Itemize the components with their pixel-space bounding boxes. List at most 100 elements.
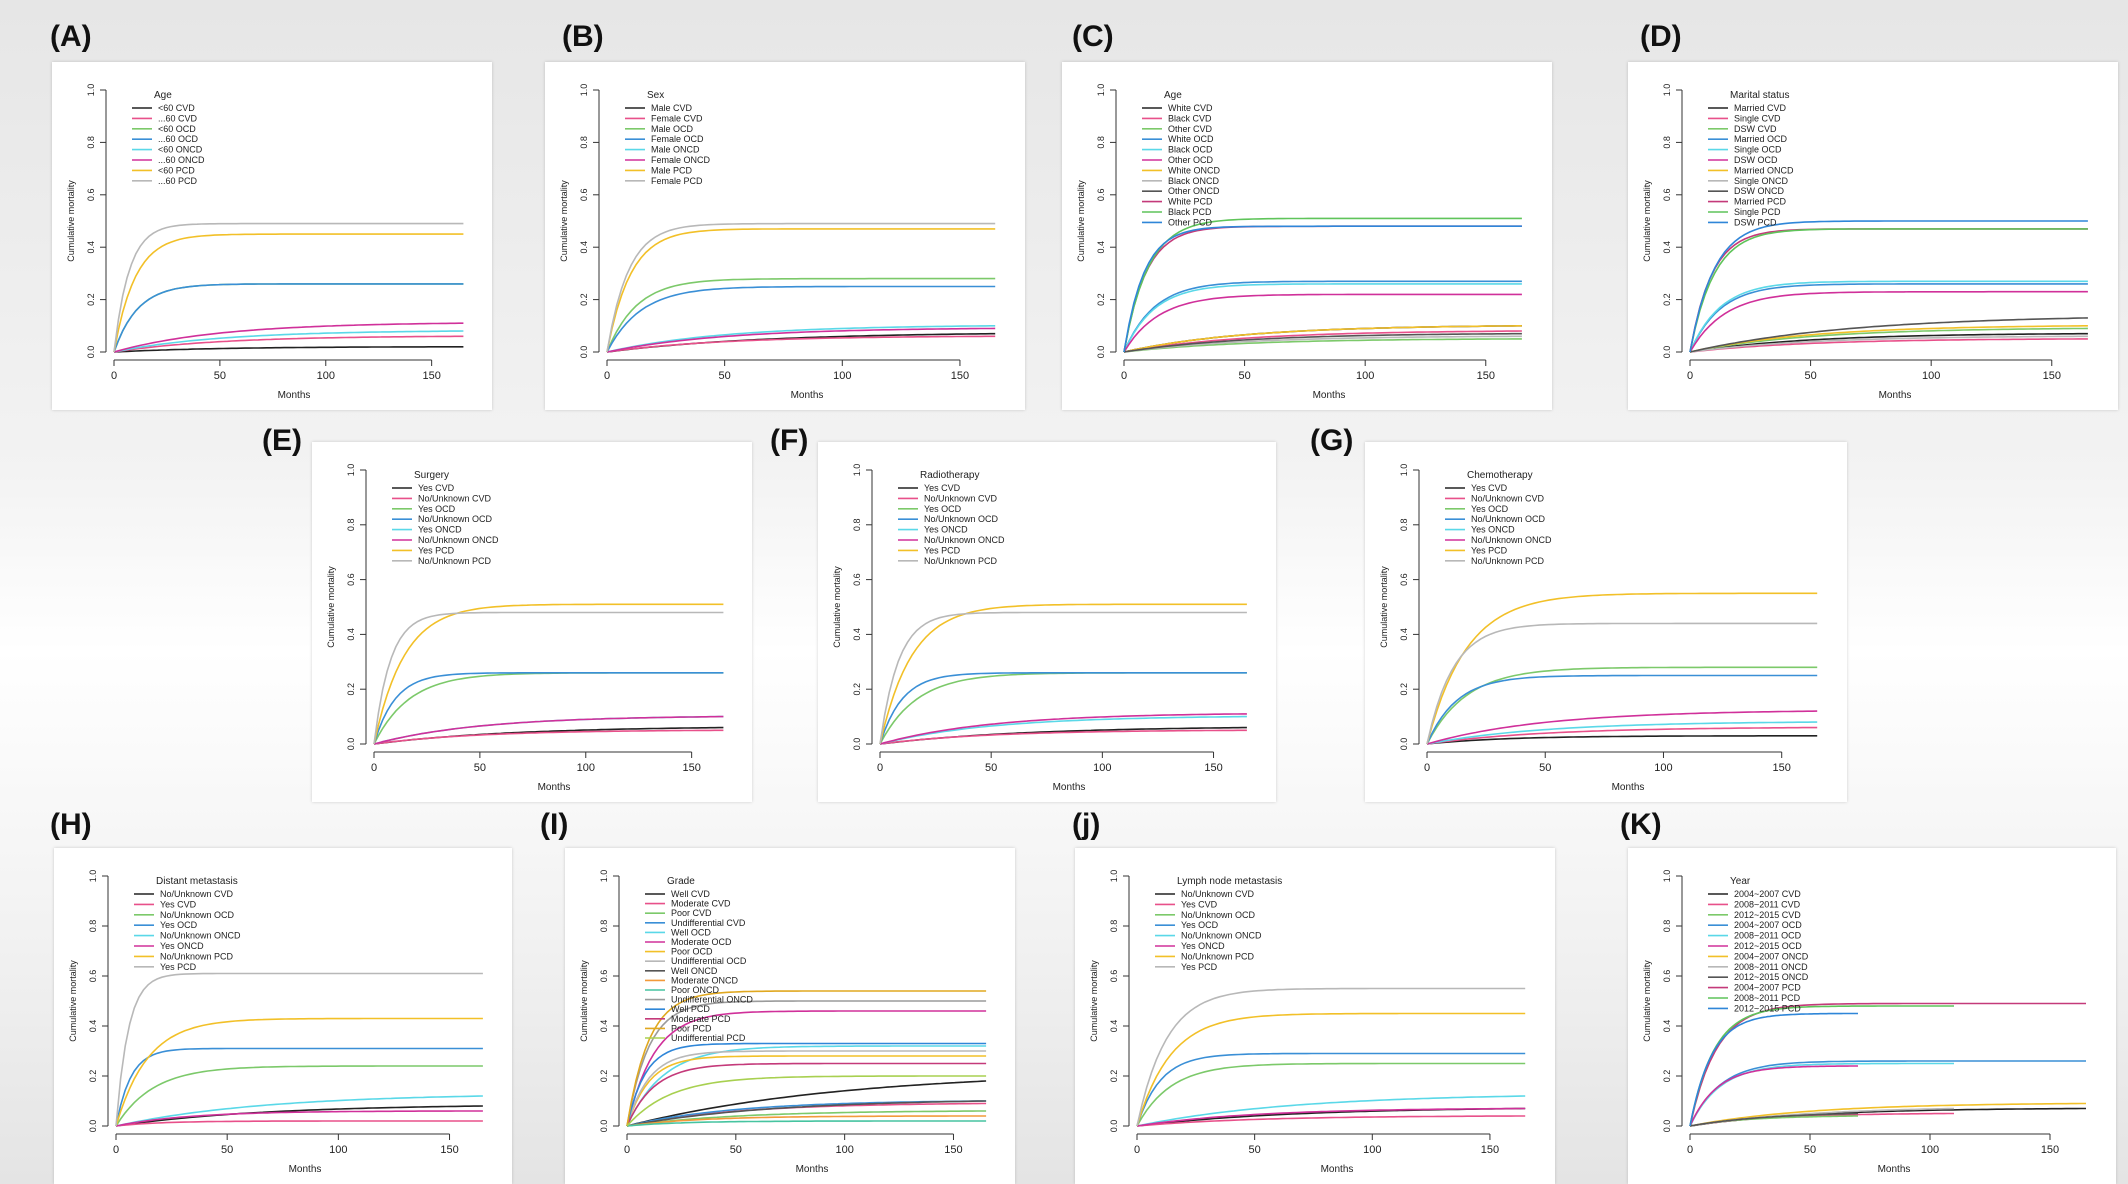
series-line xyxy=(373,715,724,745)
x-tick-label: 100 xyxy=(577,762,595,774)
x-tick-label: 150 xyxy=(1481,1144,1499,1156)
y-tick-label: 0.0 xyxy=(599,1120,609,1133)
legend-title: Sex xyxy=(647,90,664,101)
series-line xyxy=(626,1110,987,1127)
series-line xyxy=(1426,721,1818,745)
series-line xyxy=(113,222,464,353)
legend-entry: <60 OCD xyxy=(158,124,196,134)
y-tick-label: 0.2 xyxy=(1096,293,1106,306)
legend-entry: 2008~2011 PCD xyxy=(1734,993,1801,1003)
legend-entry: Yes PCD xyxy=(160,962,197,972)
chart-svg: 0.0 0.2 0.4 0.6 0.8 1.0 0 50 100 150 Months Cumulat… xyxy=(1089,870,1526,1175)
legend-entry: 2008~2011 CVD xyxy=(1734,899,1801,909)
x-axis-label: Months xyxy=(289,1164,322,1175)
y-tick-label: 0.2 xyxy=(852,683,862,696)
legend-entry: No/Unknown ONCD xyxy=(924,535,1005,545)
legend-entry: No/Unknown OCD xyxy=(1181,910,1256,920)
chart-panel-h: 0.0 0.2 0.4 0.6 0.8 1.0 0 50 100 150 Months Cumulat… xyxy=(54,848,512,1184)
series-line xyxy=(373,672,724,745)
legend-entry: Male OCD xyxy=(651,124,694,134)
legend-entry: No/Unknown CVD xyxy=(1471,493,1545,503)
series-line xyxy=(1426,622,1818,745)
y-tick-label: 1.0 xyxy=(1662,84,1672,97)
legend-entry: Married OCD xyxy=(1734,134,1788,144)
series-line xyxy=(1136,1012,1526,1127)
y-tick-label: 1.0 xyxy=(1662,870,1672,883)
legend-entry: 2012~2015 OCD xyxy=(1734,941,1802,951)
y-tick-label: 1.0 xyxy=(1399,464,1409,477)
series-line xyxy=(626,1042,987,1127)
panel-label-k: (K) xyxy=(1620,808,1662,841)
legend-entry: Black PCD xyxy=(1168,207,1212,217)
y-axis-label: Cumulative mortality xyxy=(1379,566,1389,648)
y-tick-label: 0.8 xyxy=(599,920,609,933)
legend-title: Age xyxy=(154,90,172,101)
y-tick-label: 0.6 xyxy=(852,573,862,586)
y-tick-label: 1.0 xyxy=(579,84,589,97)
legend-entry: ...60 CVD xyxy=(158,113,198,123)
panel-label-d: (D) xyxy=(1640,20,1682,53)
series-line xyxy=(1689,228,2088,353)
legend-entry: 2012~2015 ONCD xyxy=(1734,972,1809,982)
chart-panel-a: 0.0 0.2 0.4 0.6 0.8 1.0 0 50 100 150 Months Cumulat… xyxy=(52,62,492,410)
y-tick-label: 0.8 xyxy=(1109,920,1119,933)
legend-entry: Other CVD xyxy=(1168,124,1213,134)
series-line xyxy=(115,972,483,1127)
series-line xyxy=(1689,335,2088,353)
y-tick-label: 0.4 xyxy=(1662,1020,1672,1033)
legend-entry: No/Unknown CVD xyxy=(924,493,998,503)
chart-panel-d: 0.0 0.2 0.4 0.6 0.8 1.0 0 50 100 150 Months Cumulat… xyxy=(1628,62,2118,410)
legend-entry: Poor CVD xyxy=(671,908,712,918)
legend-entry: Female ONCD xyxy=(651,155,711,165)
chart-panel-c: 0.0 0.2 0.4 0.6 0.8 1.0 0 50 100 150 Months Cumulat… xyxy=(1062,62,1552,410)
x-tick-label: 150 xyxy=(682,762,700,774)
x-tick-label: 150 xyxy=(1477,370,1495,382)
panel-label-h: (H) xyxy=(50,808,92,841)
panel-label-f: (F) xyxy=(770,424,809,457)
chart-svg: 0.0 0.2 0.4 0.6 0.8 1.0 0 50 100 150 Months Cumulat… xyxy=(326,464,724,793)
series-line xyxy=(1689,1065,1858,1127)
y-tick-label: 0.4 xyxy=(346,628,356,641)
series-line xyxy=(373,603,724,745)
series-line xyxy=(606,285,996,353)
x-tick-label: 150 xyxy=(944,1144,962,1156)
series-line xyxy=(1123,225,1522,353)
y-tick-label: 0.4 xyxy=(599,1020,609,1033)
legend-entry: No/Unknown OCD xyxy=(924,514,999,524)
x-tick-label: 100 xyxy=(1654,762,1672,774)
y-tick-label: 0.8 xyxy=(1096,136,1106,149)
x-tick-label: 50 xyxy=(985,762,997,774)
x-tick-label: 100 xyxy=(1922,370,1940,382)
x-tick-label: 50 xyxy=(214,370,226,382)
series-line xyxy=(626,1045,987,1127)
series-line xyxy=(626,1050,987,1127)
series-line xyxy=(373,729,724,745)
legend-entry: Well CVD xyxy=(671,889,710,899)
series-line xyxy=(1136,1052,1526,1127)
y-tick-label: 1.0 xyxy=(346,464,356,477)
y-tick-label: 0.0 xyxy=(1399,738,1409,751)
legend-entry: No/Unknown ONCD xyxy=(418,535,499,545)
y-tick-label: 0.2 xyxy=(88,1070,98,1083)
series-line xyxy=(626,1000,987,1127)
chart-panel-b: 0.0 0.2 0.4 0.6 0.8 1.0 0 50 100 150 Months Cumulat… xyxy=(545,62,1025,410)
series-line xyxy=(1689,1112,1858,1127)
x-tick-label: 100 xyxy=(317,370,335,382)
series-line xyxy=(879,603,1247,745)
legend-entry: Yes ONCD xyxy=(924,525,968,535)
y-axis-label: Cumulative mortality xyxy=(1642,960,1652,1042)
chart-panel-i: 0.0 0.2 0.4 0.6 0.8 1.0 0 50 100 150 Months Cumulat… xyxy=(565,848,1015,1184)
series-line xyxy=(626,1055,987,1127)
x-tick-label: 0 xyxy=(111,370,117,382)
y-tick-label: 0.0 xyxy=(346,738,356,751)
legend-entry: No/Unknown OCD xyxy=(1471,514,1546,524)
y-tick-label: 0.8 xyxy=(346,519,356,532)
y-tick-label: 1.0 xyxy=(1096,84,1106,97)
legend-entry: Male PCD xyxy=(651,165,693,175)
y-tick-label: 0.0 xyxy=(852,738,862,751)
legend-entry: Married ONCD xyxy=(1734,165,1794,175)
series-line xyxy=(115,1110,483,1127)
chart-panel-e: 0.0 0.2 0.4 0.6 0.8 1.0 0 50 100 150 Months Cumulat… xyxy=(312,442,752,802)
legend-entry: Moderate ONCD xyxy=(671,975,739,985)
legend-entry: Yes CVD xyxy=(1181,899,1218,909)
